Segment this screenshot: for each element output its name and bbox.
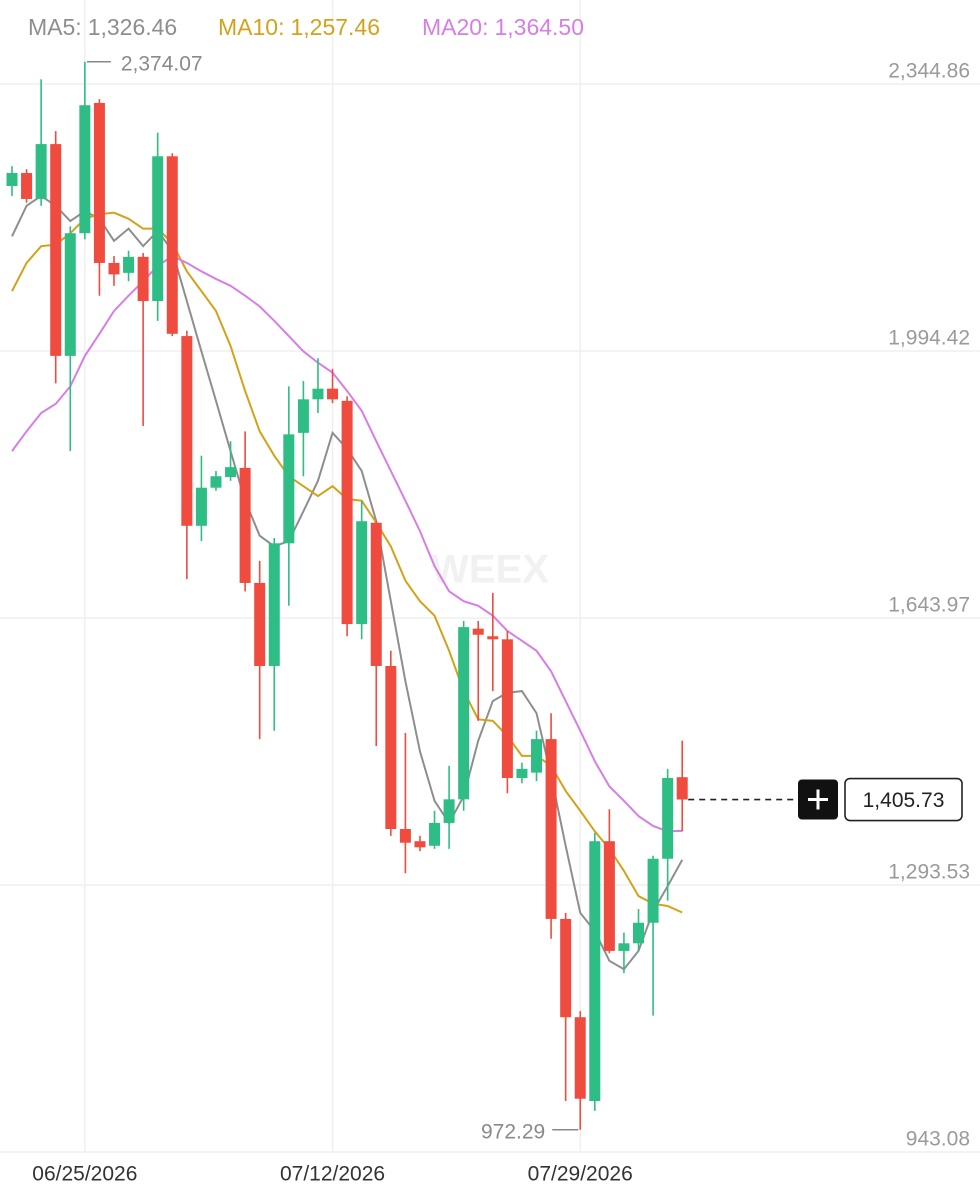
x-tick-label: 07/29/2026 [528,1163,633,1186]
candle-body [589,841,601,1102]
candle-body [574,1017,586,1099]
high-label: 2,374.07 [121,52,203,75]
candle-body [283,434,295,544]
candle-body [123,256,135,273]
y-tick-label: 943.08 [906,1128,970,1151]
price-tag: 1,405.73 [688,777,963,822]
candle-body [108,262,120,275]
candle-body [472,628,484,635]
legend-name: MA20: [422,14,488,40]
candle-body [297,399,309,433]
candle-body [676,777,688,800]
candle-body [239,467,251,583]
candle-body [414,841,426,848]
legend-entry: MA10: 1,257.46 [218,14,380,40]
y-tick-label: 1,293.53 [888,861,970,884]
candle-body [21,173,33,199]
labels: 2,344.86 1,994.42 1,643.97 1,293.53 943.08 06… [32,52,970,1185]
candle-body [181,336,193,526]
legend-name: MA10: [218,14,284,40]
candle-body [545,739,557,919]
candle-body [458,627,470,800]
candle-body [137,256,149,302]
candles [6,61,688,1130]
candle-body [429,822,441,846]
legend: MA5: 1,326.46 MA10: 1,257.46 MA20: 1,364.50 [28,14,584,40]
price-label: 1,405.73 [863,789,945,812]
legend-value: 1,364.50 [494,14,584,40]
candle-body [443,799,455,823]
candle-body [225,467,237,478]
candle-body [93,102,105,263]
candle-body [50,144,62,356]
x-tick-label: 06/25/2026 [32,1163,137,1186]
candle-body [633,922,645,944]
candle-body [487,636,499,640]
price-box [844,777,963,822]
candle-body [166,156,178,334]
candle-body [327,388,339,400]
candle-body [399,829,411,843]
legend-value: 1,257.46 [290,14,380,40]
candle-body [79,105,91,234]
candle-body [516,768,528,778]
candle-body [195,487,207,526]
candle-body [501,639,513,778]
candle-body [268,543,280,666]
y-tick-label: 1,994.42 [888,327,970,350]
y-tick-label: 2,344.86 [888,60,970,83]
candle-body [254,582,266,666]
candle-body [370,522,382,666]
watermark: WEEX [431,548,549,592]
candle-body [618,943,630,951]
candle-body [356,521,368,625]
candle-body [531,739,543,773]
y-tick-label: 1,643.97 [888,594,970,617]
candle-body [560,918,572,1018]
candle-body [603,841,615,951]
candle-body [152,156,164,302]
candle-body [385,665,397,830]
candle-body [64,233,76,356]
legend-entry: MA20: 1,364.50 [422,14,584,40]
candle-body [6,173,18,186]
ma-line [11,254,683,833]
candle-body [210,476,222,488]
candle-body [312,388,324,400]
x-tick-label: 07/12/2026 [280,1163,385,1186]
candle-body [662,777,674,859]
low-label: 972.29 [481,1120,545,1143]
legend-entry: MA5: 1,326.46 [28,14,177,40]
candle-body [647,858,659,923]
legend-name: MA5: [28,14,82,40]
candle-body [35,144,47,199]
legend-value: 1,326.46 [88,14,178,40]
candle-body [341,400,353,625]
